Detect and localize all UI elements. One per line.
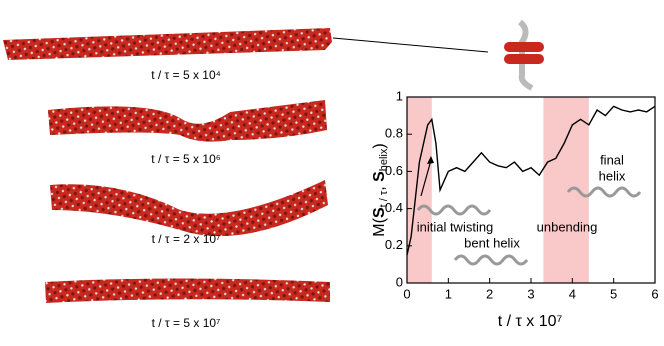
x-tick-label: 4 (569, 286, 576, 301)
x-tick-label: 1 (445, 286, 452, 301)
snapshot (45, 278, 330, 303)
helix-icon (504, 19, 544, 91)
y-label-part: ) (371, 143, 388, 148)
annotation: initial twisting (417, 219, 494, 234)
y-axis-label: M(St / τ, Shelix) (371, 143, 390, 236)
y-tick-label: 0.8 (385, 126, 403, 141)
y-label-part: , (371, 182, 388, 191)
annotation: final (600, 152, 624, 167)
snapshot-label: t / τ = 5 x 10⁷ (152, 316, 221, 330)
y-tick-label: 0 (396, 274, 403, 289)
y-tick-label: 0.4 (385, 200, 403, 215)
y-label-part: S (371, 207, 388, 218)
connector (332, 37, 489, 53)
arrow (420, 159, 432, 197)
y-label-part: t / τ (378, 190, 390, 207)
arrowhead (427, 156, 434, 164)
snapshot-label: t / τ = 2 x 10⁷ (152, 232, 221, 246)
y-label-part: S (371, 171, 388, 182)
y-label-part: helix (378, 148, 390, 171)
snapshot-label: t / τ = 5 x 10⁴ (151, 68, 221, 82)
x-tick-label: 5 (610, 286, 617, 301)
x-tick-label: 0 (403, 286, 410, 301)
y-label-part: M( (371, 217, 388, 236)
data-line (406, 105, 656, 256)
x-tick-label: 6 (651, 286, 658, 301)
x-tick-label: 2 (486, 286, 493, 301)
y-tick-label: 0.6 (385, 163, 403, 178)
snapshot (48, 100, 327, 142)
y-tick-label: 0.2 (385, 237, 403, 252)
annotation: helix (599, 168, 626, 183)
squiggle (416, 186, 642, 266)
annotation: unbending (537, 219, 598, 234)
x-tick-label: 3 (527, 286, 534, 301)
snapshot (50, 180, 328, 237)
snapshot-label: t / τ = 5 x 10⁶ (151, 152, 220, 166)
shaded-region (543, 97, 589, 283)
x-axis-label: t / τ x 10⁷ (498, 313, 563, 330)
snapshot (3, 28, 332, 60)
annotation: bent helix (464, 235, 520, 250)
y-tick-label: 1 (396, 88, 403, 103)
